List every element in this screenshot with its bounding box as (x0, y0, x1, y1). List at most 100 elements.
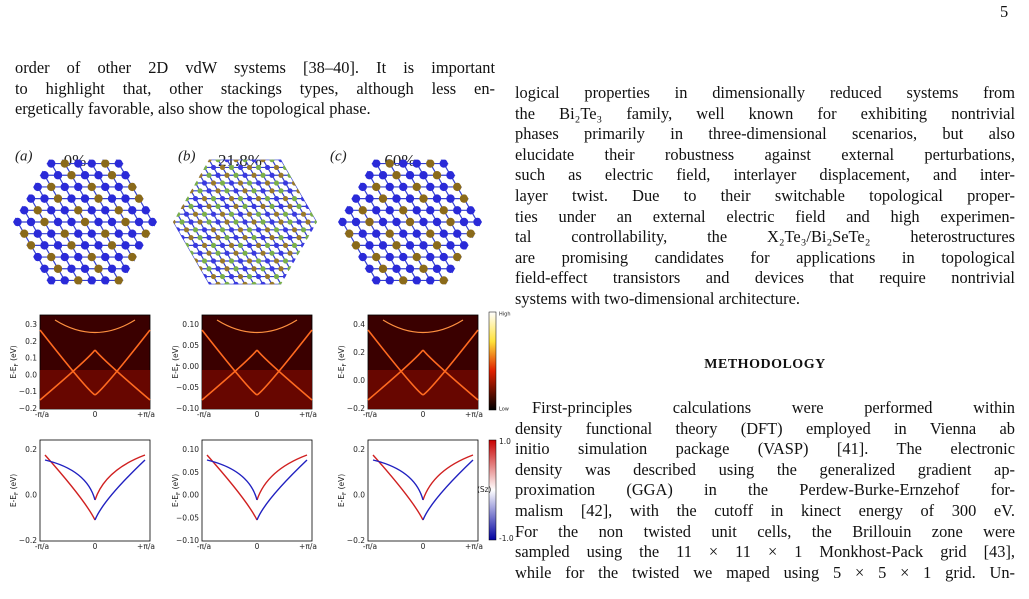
atom (251, 172, 257, 178)
bond (498, 187, 505, 199)
panel-label: (b) (178, 148, 196, 164)
atom (287, 234, 293, 241)
atom (269, 250, 275, 256)
bond (0, 280, 4, 292)
atom (101, 182, 110, 192)
bond (340, 183, 345, 191)
atom (260, 219, 266, 225)
atom (264, 242, 271, 248)
atom (345, 136, 353, 144)
bond (340, 245, 345, 253)
bond (126, 128, 133, 140)
bond (173, 159, 179, 168)
y-axis-label: E-EF (eV) (171, 345, 182, 378)
atom (197, 250, 203, 256)
atom (224, 203, 230, 210)
atom (219, 180, 226, 186)
atom (413, 136, 421, 144)
bond (331, 167, 336, 175)
atom (300, 242, 307, 248)
atom (473, 171, 482, 180)
bond (4, 269, 11, 281)
atom (399, 206, 408, 215)
bond (0, 187, 4, 199)
atom (148, 288, 156, 296)
atom (80, 241, 90, 250)
atom (446, 194, 455, 203)
x-tick-label: -π/a (197, 542, 211, 551)
atom (242, 203, 248, 210)
atom (500, 265, 508, 273)
atom (305, 234, 311, 241)
atom (453, 276, 462, 285)
atom (378, 194, 388, 203)
atom (345, 276, 354, 285)
atom (426, 276, 435, 285)
atom (175, 265, 183, 273)
bond (356, 292, 363, 304)
atom (179, 188, 185, 194)
atom (405, 264, 415, 273)
bond (505, 128, 512, 140)
bond (298, 159, 305, 168)
atom (319, 258, 324, 263)
band-curve (201, 349, 258, 401)
lattice (0, 124, 231, 328)
atom (287, 203, 293, 210)
bond (166, 245, 173, 257)
text-line: elucidate their robustness against exter… (515, 144, 1015, 164)
bond (180, 175, 187, 187)
atom (223, 300, 231, 308)
atom (47, 136, 55, 144)
atom (219, 242, 226, 248)
bond (23, 280, 32, 285)
x-tick-label: 0 (421, 410, 426, 419)
bond (293, 260, 300, 270)
bond (153, 316, 160, 328)
atom (173, 188, 176, 194)
bond (476, 268, 482, 281)
atom (74, 206, 83, 215)
atom (179, 219, 185, 225)
atom (0, 276, 1, 284)
bond (295, 140, 302, 152)
bond (316, 199, 323, 211)
atom (94, 194, 103, 203)
atom (192, 242, 199, 248)
atom (246, 180, 253, 186)
atom (182, 253, 190, 261)
bond (173, 182, 174, 192)
atom (219, 164, 226, 171)
atom (291, 136, 299, 144)
bond (311, 167, 317, 176)
atom (210, 242, 217, 248)
atom (332, 251, 337, 256)
atom (405, 171, 415, 180)
bond (164, 191, 169, 199)
y-tick-label: 0.3 (25, 320, 37, 329)
atom (273, 211, 280, 217)
atom (134, 241, 144, 250)
atom (365, 171, 374, 180)
atom (166, 274, 171, 279)
atom (162, 241, 170, 249)
atom (166, 227, 171, 232)
bond (173, 234, 180, 246)
band-curve (256, 329, 313, 396)
bond (311, 229, 317, 238)
atom (192, 227, 199, 233)
atom (74, 229, 83, 238)
atom (161, 266, 166, 271)
atom (7, 300, 15, 308)
atom (446, 148, 454, 156)
atom (162, 311, 170, 319)
atom (228, 196, 235, 202)
atom (26, 264, 36, 273)
atom (196, 300, 204, 308)
bond (484, 187, 491, 199)
text-line: the Bi₂Te₃ family, well known for exhibi… (515, 103, 1015, 123)
bond (331, 183, 336, 191)
atom (94, 124, 102, 132)
atom (291, 211, 298, 217)
atom (121, 288, 129, 296)
